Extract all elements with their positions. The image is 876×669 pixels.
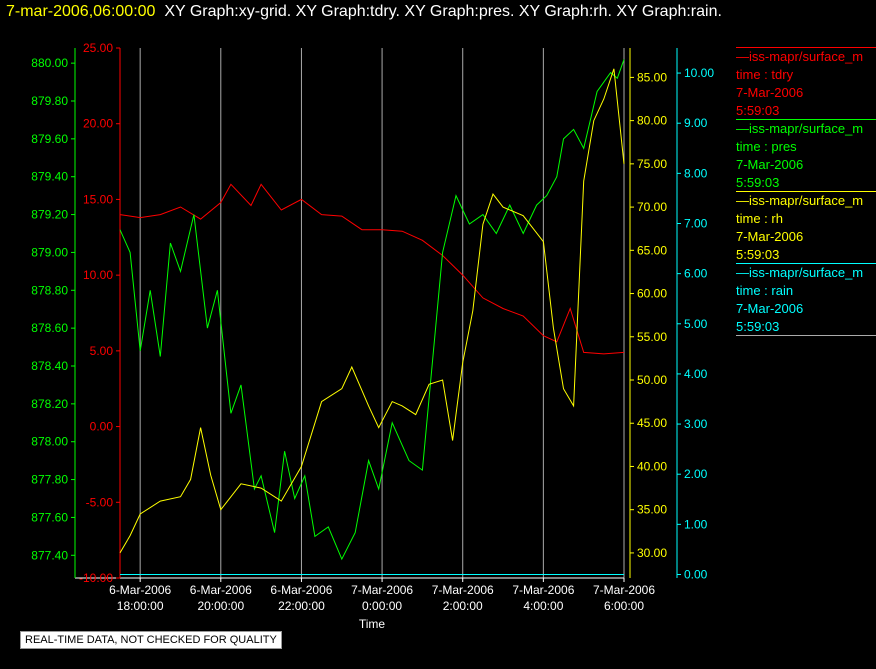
x-tick-label-date: 7-Mar-2006 xyxy=(351,583,413,597)
x-tick-label-date: 6-Mar-2006 xyxy=(190,583,252,597)
rain-y-tick-label: 9.00 xyxy=(684,116,708,130)
rain-y-tick-label: 6.00 xyxy=(684,267,708,281)
legend-source: —iss-mapr/surface_m xyxy=(736,121,864,136)
legend-source: —iss-mapr/surface_m xyxy=(736,49,864,64)
graph-list: XY Graph:xy-grid. XY Graph:tdry. XY Grap… xyxy=(164,3,722,20)
tdry-y-tick-label: 0.00 xyxy=(90,420,114,434)
legend-date: 7-Mar-2006 xyxy=(736,301,804,316)
pres-y-tick-label: 878.60 xyxy=(31,321,68,335)
rh-series-line xyxy=(119,68,625,554)
legend-time: 5:59:03 xyxy=(736,103,780,118)
x-tick-label-date: 7-Mar-2006 xyxy=(512,583,574,597)
pres-y-tick-label: 877.40 xyxy=(31,548,68,562)
pres-y-tick-label: 878.80 xyxy=(31,283,68,297)
rain-y-tick-label: 5.00 xyxy=(684,317,708,331)
pres-y-tick-label: 878.00 xyxy=(31,435,68,449)
pres-y-tick-label: 878.40 xyxy=(31,359,68,373)
legend-time: 5:59:03 xyxy=(736,319,780,334)
pres-series-line xyxy=(119,59,625,561)
x-tick-label-time: 2:00:00 xyxy=(443,599,483,613)
rain-y-tick-label: 7.00 xyxy=(684,216,708,230)
pres-y-tick-label: 877.60 xyxy=(31,510,68,524)
legend-label: time : tdry xyxy=(736,67,794,82)
rh-y-tick-label: 70.00 xyxy=(637,200,667,214)
legend-bottom-rule xyxy=(736,335,876,336)
rain-y-tick-label: 2.00 xyxy=(684,467,708,481)
x-tick-label-date: 7-Mar-2006 xyxy=(593,583,655,597)
tdry-y-tick-label: -10.00 xyxy=(79,571,113,585)
x-axis-title: Time xyxy=(359,617,386,631)
tdry-y-tick-label: 15.00 xyxy=(83,192,113,206)
x-tick-label-time: 20:00:00 xyxy=(197,599,244,613)
rain-y-tick-label: 3.00 xyxy=(684,417,708,431)
tdry-y-tick-label: -5.00 xyxy=(86,495,114,509)
legend-date: 7-Mar-2006 xyxy=(736,157,804,172)
rh-y-tick-label: 40.00 xyxy=(637,459,667,473)
rh-y-tick-label: 85.00 xyxy=(637,70,667,84)
rain-y-tick-label: 0.00 xyxy=(684,567,708,581)
rh-y-tick-label: 35.00 xyxy=(637,503,667,517)
legend-label: time : pres xyxy=(736,139,797,154)
rain-y-tick-label: 4.00 xyxy=(684,367,708,381)
x-tick-label-time: 4:00:00 xyxy=(523,599,563,613)
x-tick-label-date: 6-Mar-2006 xyxy=(109,583,171,597)
pres-y-tick-label: 879.80 xyxy=(31,94,68,108)
tdry-y-tick-label: 25.00 xyxy=(83,41,113,55)
rh-y-tick-label: 55.00 xyxy=(637,330,667,344)
rh-y-tick-label: 60.00 xyxy=(637,287,667,301)
rain-y-tick-label: 8.00 xyxy=(684,166,708,180)
x-tick-label-time: 18:00:00 xyxy=(117,599,164,613)
rh-y-tick-label: 65.00 xyxy=(637,243,667,257)
legend: —iss-mapr/surface_m time : tdry 7-Mar-2006… xyxy=(736,47,876,336)
pres-y-tick-label: 879.40 xyxy=(31,170,68,184)
pres-y-tick-label: 879.20 xyxy=(31,208,68,222)
rain-y-tick-label: 10.00 xyxy=(684,66,714,80)
quality-note: REAL-TIME DATA, NOT CHECKED FOR QUALITY xyxy=(20,631,282,649)
rh-y-tick-label: 30.00 xyxy=(637,546,667,560)
pres-y-tick-label: 878.20 xyxy=(31,397,68,411)
x-tick-label-time: 6:00:00 xyxy=(604,599,644,613)
pres-y-tick-label: 879.00 xyxy=(31,245,68,259)
tdry-y-tick-label: 20.00 xyxy=(83,117,113,131)
legend-label: time : rain xyxy=(736,283,794,298)
tdry-series-line xyxy=(119,183,625,355)
tdry-y-tick-label: 5.00 xyxy=(90,344,114,358)
rain-y-tick-label: 1.00 xyxy=(684,517,708,531)
tdry-y-tick-label: 10.00 xyxy=(83,268,113,282)
pres-y-tick-label: 879.60 xyxy=(31,132,68,146)
legend-label: time : rh xyxy=(736,211,783,226)
legend-time: 5:59:03 xyxy=(736,175,780,190)
legend-time: 5:59:03 xyxy=(736,247,780,262)
x-tick-label-time: 0:00:00 xyxy=(362,599,402,613)
x-tick-label-date: 6-Mar-2006 xyxy=(270,583,332,597)
rh-y-tick-label: 50.00 xyxy=(637,373,667,387)
current-time: 7-mar-2006,06:00:00 xyxy=(6,3,156,20)
rh-y-tick-label: 75.00 xyxy=(637,157,667,171)
rh-y-tick-label: 45.00 xyxy=(637,416,667,430)
x-tick-label-date: 7-Mar-2006 xyxy=(432,583,494,597)
pres-y-tick-label: 877.80 xyxy=(31,473,68,487)
legend-source: —iss-mapr/surface_m xyxy=(736,193,864,208)
legend-date: 7-Mar-2006 xyxy=(736,229,804,244)
legend-source: —iss-mapr/surface_m xyxy=(736,265,864,280)
pres-y-tick-label: 880.00 xyxy=(31,56,68,70)
rh-y-tick-label: 80.00 xyxy=(637,114,667,128)
x-tick-label-time: 22:00:00 xyxy=(278,599,325,613)
window-title-bar: 7-mar-2006,06:00:00 XY Graph:xy-grid. XY… xyxy=(6,3,722,21)
legend-date: 7-Mar-2006 xyxy=(736,85,804,100)
